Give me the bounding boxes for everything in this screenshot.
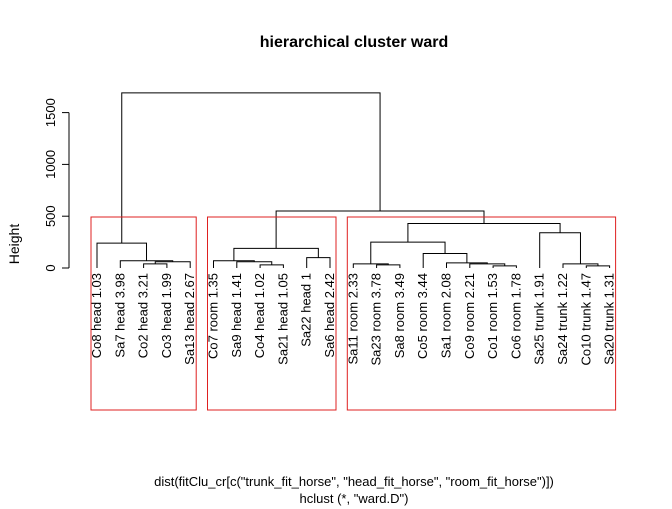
leaf-label: Co6 room 1.78 (508, 273, 523, 359)
leaf-label: Sa24 trunk 1.22 (555, 273, 570, 365)
leaf-label: Co4 head 1.02 (252, 273, 267, 358)
cluster-rect (207, 216, 337, 411)
x-axis-sublabel: hclust (*, "ward.D") (300, 491, 409, 506)
y-axis-label: Height (6, 224, 22, 265)
leaf-labels: Co8 head 1.03 Sa7 head 3.98 Co2 head 3.21 C… (89, 273, 617, 366)
leaf-label: Co5 room 3.44 (415, 273, 430, 359)
merge-link (376, 264, 401, 268)
leaf-label: Sa6 head 2.42 (322, 273, 337, 358)
chart-title: hierarchical cluster ward (260, 34, 449, 51)
merge-link (306, 257, 331, 268)
x-axis-label: dist(fitClu_cr[c("trunk_fit_horse", "hea… (154, 474, 554, 489)
merge-link (154, 261, 191, 268)
merge-link (539, 232, 581, 268)
merge-link (233, 247, 319, 261)
leaf-label: Co9 room 2.21 (462, 273, 477, 359)
merge-link (96, 242, 148, 268)
y-tick-label: 0 (43, 264, 58, 271)
leaf-label: Sa22 head 1 (299, 273, 314, 347)
y-tick-label: 1000 (43, 150, 58, 179)
y-axis: 0 500 1000 1500 (43, 98, 70, 272)
leaf-label: Co3 head 1.99 (159, 273, 174, 358)
leaf-label: Co10 trunk 1.47 (578, 273, 593, 366)
leaf-label: Sa20 trunk 1.31 (602, 273, 617, 365)
merge-link (370, 241, 446, 264)
leaf-label: Sa11 room 2.33 (345, 273, 360, 365)
leaf-label: Sa21 head 1.05 (275, 273, 290, 365)
leaf-label: Sa13 head 2.67 (182, 273, 197, 365)
leaf-label: Sa7 head 3.98 (112, 273, 127, 358)
leaf-label: Co2 head 3.21 (136, 273, 151, 358)
merge-link (121, 92, 381, 244)
y-tick-label: 1500 (43, 98, 58, 127)
leaf-label: Sa25 trunk 1.91 (532, 273, 547, 365)
cluster-rectangles (90, 216, 617, 411)
leaf-label: Co1 room 1.53 (485, 273, 500, 359)
merge-link (585, 265, 611, 268)
leaf-label: Sa1 room 2.08 (439, 273, 454, 358)
merge-link (492, 265, 517, 268)
merge-link (422, 252, 468, 268)
merge-link (143, 263, 168, 268)
leaf-label: Co7 room 1.35 (206, 273, 221, 359)
dendrogram-tree (96, 92, 611, 268)
y-tick-label: 500 (43, 205, 58, 227)
leaf-label: Co8 head 1.03 (89, 273, 104, 358)
leaf-label: Sa23 room 3.78 (369, 273, 384, 366)
merge-link (407, 222, 561, 243)
leaf-label: Sa9 head 1.41 (229, 273, 244, 358)
merge-link (259, 264, 284, 268)
cluster-rect (346, 216, 617, 411)
leaf-label: Sa8 room 3.49 (392, 273, 407, 358)
cluster-rect (90, 216, 197, 411)
